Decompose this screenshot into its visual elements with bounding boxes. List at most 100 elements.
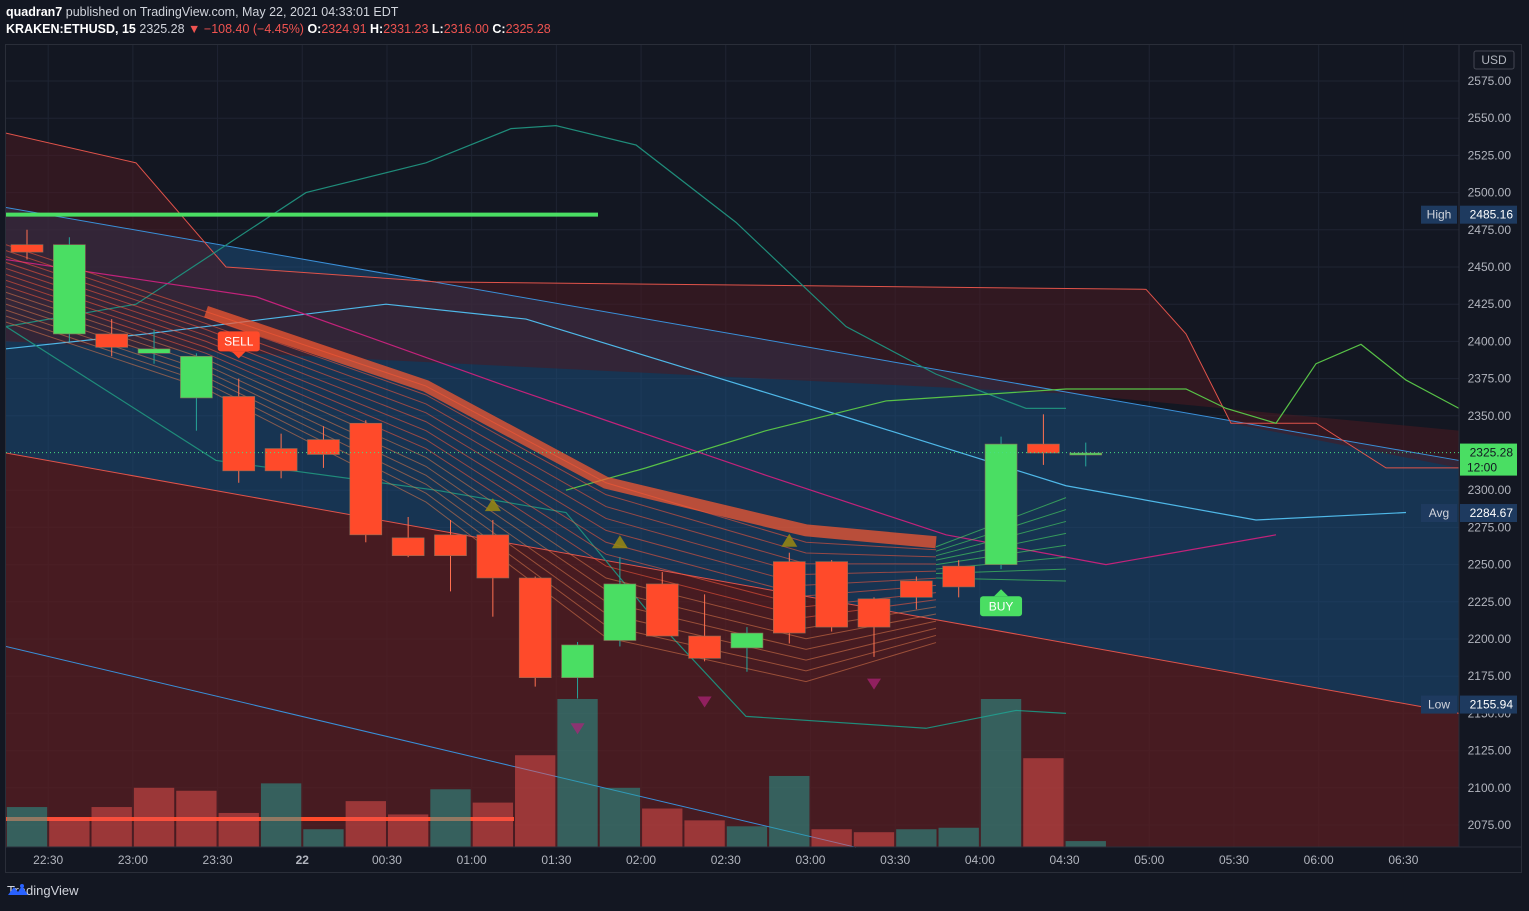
symbol-label[interactable]: KRAKEN:ETHUSD, 15 — [6, 22, 136, 36]
author-name[interactable]: quadran7 — [6, 5, 63, 19]
time-tick-label: 00:30 — [372, 853, 402, 867]
price-change: ▼ −108.40 (−4.45%) — [188, 22, 304, 36]
candle — [730, 627, 764, 672]
price-tick-label: 2225.00 — [1468, 595, 1512, 609]
candle-body — [137, 348, 171, 354]
price-tick-label: 2500.00 — [1468, 186, 1512, 200]
ema-ribbon-core — [204, 305, 937, 549]
volume-bar — [938, 827, 979, 847]
price-label-name-box — [1421, 205, 1457, 224]
time-tick-label: 05:30 — [1219, 853, 1249, 867]
open-label: O: — [307, 22, 322, 36]
ema-ribbon-line — [6, 309, 937, 661]
marker-label: BUY — [989, 599, 1014, 613]
volume-bar — [1023, 758, 1064, 847]
low-value: 2316.00 — [443, 22, 489, 36]
cloud-fill — [6, 133, 1459, 468]
candle — [53, 237, 86, 342]
time-tick-label: 05:00 — [1134, 853, 1164, 867]
ema-ribbon-line — [6, 303, 937, 650]
candle — [10, 229, 44, 260]
ema-ribbon-line — [6, 321, 937, 683]
candle — [95, 319, 128, 357]
triangle-down-icon — [697, 696, 712, 708]
footer: TradingView — [7, 883, 79, 898]
volume-bar — [133, 787, 175, 847]
candle-body — [264, 448, 298, 472]
price-label-value: 2284.67 — [1470, 506, 1514, 520]
price-tick-label: 2350.00 — [1468, 409, 1512, 423]
ema-ribbon-line — [6, 315, 937, 672]
high-price-label: High 2485.16 — [1421, 205, 1517, 224]
tradingview-logo-icon — [8, 884, 28, 895]
symbol-info: KRAKEN:ETHUSD, 15 2325.28 ▼ −108.40 (−4.… — [6, 22, 551, 36]
volume-bar — [472, 802, 514, 847]
chart-frame[interactable]: SELL BUY 2575.00 2550.00 2525.00 2500.00 2475.… — [5, 44, 1522, 873]
sell-marker: SELL — [217, 331, 260, 359]
last-price-countdown: 12:00 — [1467, 461, 1497, 475]
high-label: H: — [370, 22, 384, 36]
price-label-name-box — [1421, 504, 1457, 523]
close-label: C: — [492, 22, 506, 36]
price-label-value-box — [1460, 504, 1517, 523]
candle — [1027, 414, 1060, 465]
time-tick-label: 22:30 — [33, 853, 63, 867]
candle — [180, 353, 213, 431]
time-tick-label: 06:00 — [1304, 853, 1334, 867]
low-price-label: Low 2155.94 — [1421, 695, 1517, 714]
candle-body — [857, 598, 891, 628]
triangle-up-icon — [781, 533, 798, 547]
volume-bar — [896, 829, 937, 847]
price-label-value: 2485.16 — [1470, 208, 1514, 222]
time-tick-label: 23:30 — [203, 853, 233, 867]
time-tick-label: 22 — [296, 853, 310, 867]
candles — [10, 229, 1103, 699]
price-tick-label: 2100.00 — [1468, 781, 1512, 795]
ema-ribbon-line — [6, 250, 937, 558]
channel-lower-line — [6, 645, 857, 848]
price-tick-label: 2075.00 — [1468, 818, 1512, 832]
price-label-value: 2155.94 — [1470, 698, 1514, 712]
time-tick-label: 03:00 — [795, 853, 825, 867]
candle-body — [434, 534, 467, 556]
time-tick-label: 01:30 — [541, 853, 571, 867]
channel-mid-line — [6, 452, 1460, 714]
candle — [984, 436, 1018, 570]
candle-body — [1069, 452, 1103, 456]
ema-ribbon-line — [6, 297, 937, 640]
volume-bar — [260, 783, 302, 847]
volume-bar — [980, 699, 1022, 847]
volume-bar — [684, 820, 725, 847]
price-chart[interactable]: SELL BUY 2575.00 2550.00 2525.00 2500.00 2475.… — [6, 45, 1522, 873]
indicator-overlays — [6, 125, 1460, 848]
price-label-name: Low — [1428, 698, 1450, 712]
candle — [815, 560, 848, 632]
volume-bar — [303, 829, 344, 847]
moving-average-magenta — [6, 258, 1277, 566]
volume-bar — [176, 790, 217, 847]
marker-box — [217, 331, 260, 352]
price-tick-label: 2175.00 — [1468, 669, 1512, 683]
volume-bar — [811, 829, 852, 847]
candle — [1069, 442, 1103, 467]
candle-body — [180, 355, 213, 399]
currency-box — [1473, 50, 1515, 70]
candle-body — [1027, 443, 1060, 454]
time-tick-label: 01:00 — [457, 853, 487, 867]
price-label-name-box — [1421, 695, 1457, 714]
volume-bar — [599, 787, 641, 847]
price-tick-label: 2575.00 — [1468, 74, 1512, 88]
buy-marker: BUY — [980, 589, 1023, 617]
volume-bars — [6, 699, 1106, 847]
time-tick-label: 23:00 — [118, 853, 148, 867]
price-tick-label: 2425.00 — [1468, 297, 1512, 311]
candle — [900, 576, 933, 610]
volume-bar — [218, 812, 259, 847]
price-label-value-box — [1460, 695, 1517, 714]
candle — [688, 594, 721, 662]
marker-pointer — [994, 589, 1009, 597]
volume-bar — [91, 807, 132, 847]
high-value: 2331.23 — [383, 22, 429, 36]
time-axis: 22:30 23:00 23:30 22 00:30 01:00 01:30 02:00 02:… — [6, 846, 1521, 867]
volume-bar — [726, 826, 768, 847]
